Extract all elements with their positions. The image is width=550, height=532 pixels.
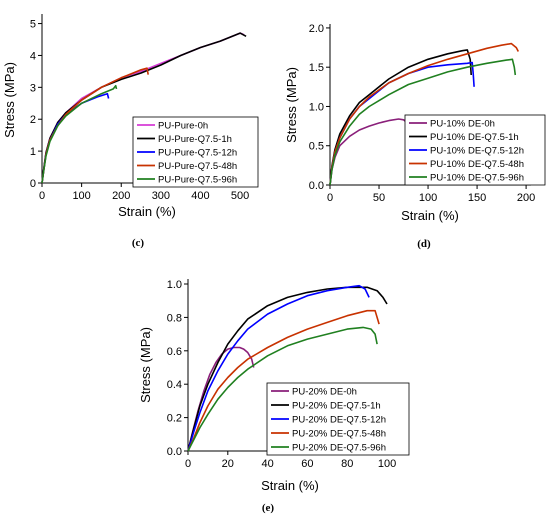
legend-label: PU-20% DE-Q7.5-96h bbox=[292, 443, 386, 454]
series-line-d-4 bbox=[329, 58, 517, 186]
legend-label: PU-20% DE-Q7.5-48h bbox=[292, 429, 386, 440]
panel-label: (d) bbox=[417, 238, 431, 250]
x-tick-label: 20 bbox=[222, 458, 234, 470]
legend-label: PU-20% DE-0h bbox=[292, 387, 357, 398]
x-axis-title: Strain (%) bbox=[118, 204, 176, 219]
chart-panel-e: 0 20 40 60 80 100 0.0 0.2 0.4 0.6 0.8 1.0 Strain (%)… bbox=[138, 279, 410, 514]
x-tick-label: 0 bbox=[327, 192, 333, 204]
y-tick-label: 0.6 bbox=[167, 346, 182, 358]
panel-label: (e) bbox=[262, 502, 275, 514]
legend-d: PU-10% DE-0h PU-10% DE-Q7.5-1h PU-10% DE-Q… bbox=[404, 114, 546, 186]
y-axis-title: Stress (MPa) bbox=[284, 67, 299, 143]
legend-label: PU-10% DE-Q7.5-96h bbox=[430, 173, 524, 184]
x-axis-title: Strain (%) bbox=[401, 208, 459, 223]
y-tick-label: 2.0 bbox=[309, 23, 324, 35]
x-tick-label: 0 bbox=[39, 190, 45, 202]
x-tick-label: 200 bbox=[517, 192, 535, 204]
chart-panel-d: 0 50 100 150 200 0.0 0.5 1.0 1.5 2.0 Strain (%) Str… bbox=[284, 23, 546, 250]
panel-label: (c) bbox=[132, 237, 145, 249]
x-tick-label: 80 bbox=[341, 458, 353, 470]
series-line-d-1 bbox=[329, 49, 472, 186]
y-tick-label: 0.8 bbox=[167, 312, 182, 324]
legend-label: PU-Pure-Q7.5-48h bbox=[158, 161, 237, 172]
legend-label: PU-10% DE-Q7.5-1h bbox=[430, 132, 519, 143]
x-tick-label: 100 bbox=[72, 190, 90, 202]
x-tick-label: 300 bbox=[152, 190, 170, 202]
series-line-d-3 bbox=[329, 42, 520, 186]
series-line-e-1 bbox=[187, 286, 388, 452]
x-tick-label: 150 bbox=[468, 192, 486, 204]
legend-label: PU-Pure-Q7.5-1h bbox=[158, 134, 232, 145]
y-axis-title: Stress (MPa) bbox=[2, 62, 17, 138]
y-tick-label: 0.4 bbox=[167, 379, 182, 391]
series-line-e-2 bbox=[187, 284, 370, 452]
y-tick-label: 5 bbox=[30, 19, 36, 31]
y-tick-label: 0.0 bbox=[167, 446, 182, 458]
x-tick-label: 400 bbox=[191, 190, 209, 202]
x-tick-label: 100 bbox=[419, 192, 437, 204]
y-tick-label: 0.0 bbox=[309, 180, 324, 192]
legend-e: PU-20% DE-0h PU-20% DE-Q7.5-1h PU-20% DE-Q… bbox=[266, 382, 410, 456]
legend-label: PU-20% DE-Q7.5-1h bbox=[292, 401, 381, 412]
y-tick-label: 0.2 bbox=[167, 413, 182, 425]
legend-label: PU-10% DE-0h bbox=[430, 119, 495, 130]
y-tick-label: 0 bbox=[30, 178, 36, 190]
y-tick-label: 1.5 bbox=[309, 62, 324, 74]
legend-box bbox=[266, 382, 410, 456]
x-tick-label: 500 bbox=[231, 190, 249, 202]
legend-c: PU-Pure-0h PU-Pure-Q7.5-1h PU-Pure-Q7.5-12… bbox=[132, 116, 259, 188]
x-tick-label: 200 bbox=[112, 190, 130, 202]
x-tick-label: 60 bbox=[301, 458, 313, 470]
legend-label: PU-10% DE-Q7.5-48h bbox=[430, 159, 524, 170]
series-line-c-4 bbox=[41, 84, 118, 184]
series-line-e-3 bbox=[187, 309, 380, 452]
y-tick-label: 2 bbox=[30, 114, 36, 126]
chart-panel-c: 0 100 200 300 400 500 0 1 2 3 4 5 Strain (%) Stress (… bbox=[2, 14, 259, 249]
series-line-e-4 bbox=[187, 326, 378, 452]
y-tick-label: 3 bbox=[30, 82, 36, 94]
y-axis-title: Stress (MPa) bbox=[138, 327, 153, 403]
legend-label: PU-Pure-Q7.5-12h bbox=[158, 148, 237, 159]
y-tick-label: 4 bbox=[30, 50, 36, 62]
legend-label: PU-20% DE-Q7.5-12h bbox=[292, 415, 386, 426]
x-tick-label: 100 bbox=[378, 458, 396, 470]
x-tick-label: 0 bbox=[185, 458, 191, 470]
legend-label: PU-10% DE-Q7.5-12h bbox=[430, 146, 524, 157]
y-tick-label: 1.0 bbox=[167, 279, 182, 291]
x-tick-label: 40 bbox=[261, 458, 273, 470]
legend-label: PU-Pure-Q7.5-96h bbox=[158, 175, 237, 186]
y-tick-label: 1 bbox=[30, 146, 36, 158]
y-tick-label: 0.5 bbox=[309, 141, 324, 153]
legend-box bbox=[404, 114, 546, 186]
legend-label: PU-Pure-0h bbox=[158, 121, 208, 132]
y-tick-label: 1.0 bbox=[309, 101, 324, 113]
x-axis-title: Strain (%) bbox=[261, 478, 319, 493]
x-tick-label: 50 bbox=[373, 192, 385, 204]
